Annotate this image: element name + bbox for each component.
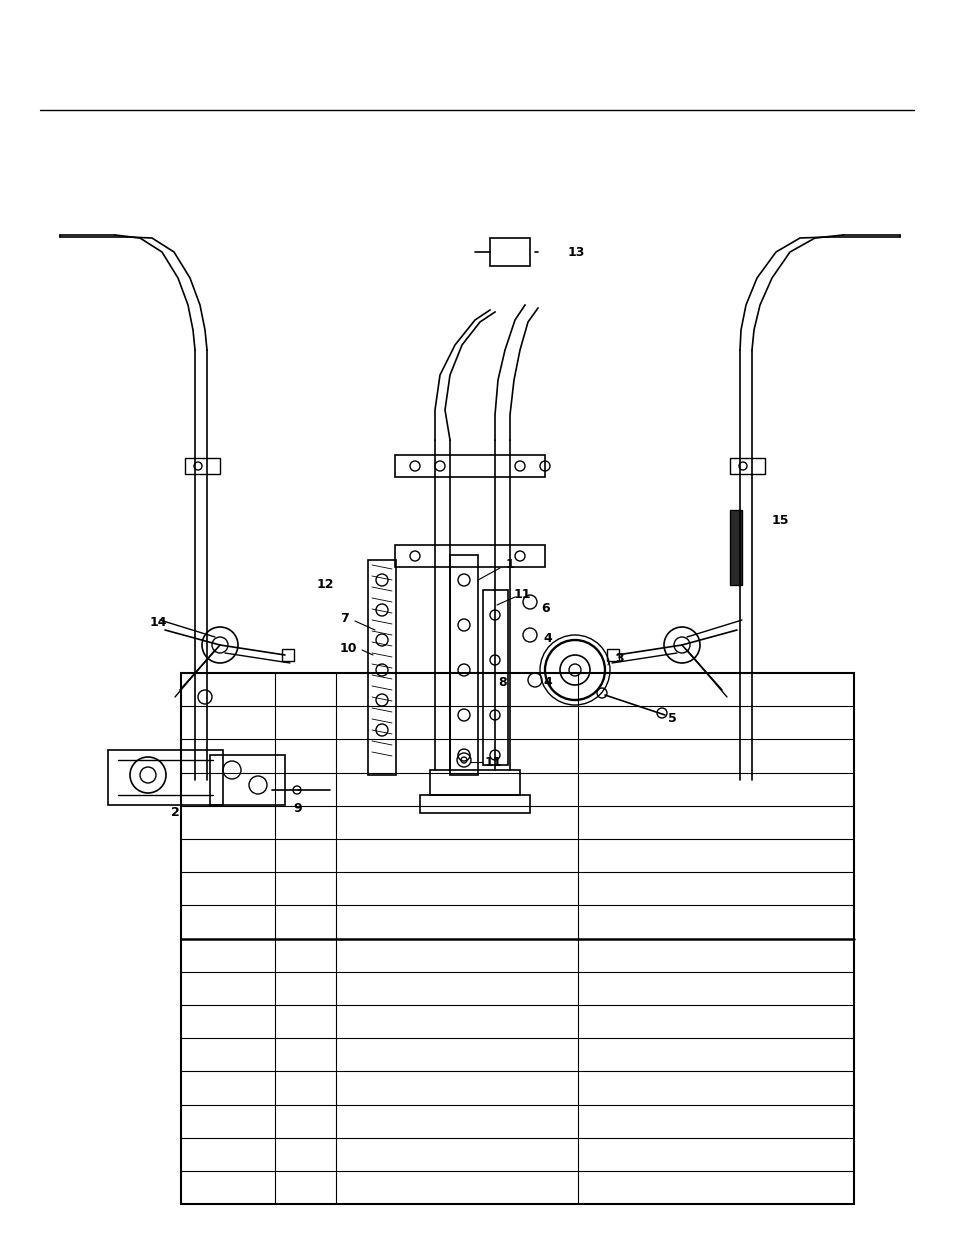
Bar (729, 458, 764, 474)
Bar (395, 454, 544, 477)
Bar (282, 650, 294, 661)
Bar (185, 458, 220, 474)
Text: 11: 11 (484, 756, 501, 768)
Bar (108, 750, 223, 805)
Text: 6: 6 (541, 601, 550, 615)
Text: 7: 7 (340, 611, 349, 625)
Text: 9: 9 (294, 802, 302, 815)
Text: 12: 12 (315, 578, 334, 592)
Bar (210, 755, 285, 805)
Text: 2: 2 (171, 805, 179, 819)
Bar (450, 555, 477, 776)
Text: 10: 10 (339, 641, 356, 655)
Text: 15: 15 (770, 514, 788, 526)
Bar (419, 795, 530, 813)
Text: 5: 5 (667, 711, 676, 725)
Text: 11: 11 (513, 588, 530, 600)
Bar (368, 559, 395, 776)
Text: 1: 1 (505, 558, 514, 572)
Bar (181, 673, 853, 1204)
Bar (490, 238, 530, 266)
Text: 13: 13 (567, 246, 584, 258)
Text: 3: 3 (615, 652, 623, 664)
Bar (430, 769, 519, 795)
Bar (482, 590, 507, 764)
Bar (395, 545, 544, 567)
Text: 4: 4 (543, 676, 552, 688)
Bar (729, 510, 741, 585)
Text: 8: 8 (498, 676, 507, 688)
Bar (606, 650, 618, 661)
Text: 4: 4 (543, 631, 552, 645)
Text: 14: 14 (149, 616, 167, 630)
